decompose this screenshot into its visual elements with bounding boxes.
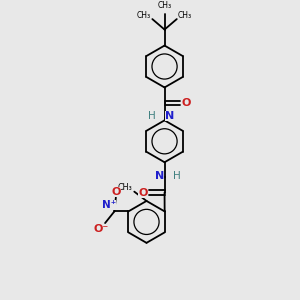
Text: N⁺: N⁺ <box>102 200 116 210</box>
Text: N: N <box>165 111 174 121</box>
Text: N: N <box>155 171 164 181</box>
Text: O: O <box>138 188 148 197</box>
Text: O: O <box>111 187 121 196</box>
Text: O: O <box>182 98 191 108</box>
Text: CH₃: CH₃ <box>158 1 172 10</box>
Text: H: H <box>148 111 156 121</box>
Text: CH₃: CH₃ <box>137 11 151 20</box>
Text: H: H <box>173 171 181 181</box>
Text: CH₃: CH₃ <box>118 183 133 192</box>
Text: O⁻: O⁻ <box>93 224 109 235</box>
Text: CH₃: CH₃ <box>178 11 192 20</box>
